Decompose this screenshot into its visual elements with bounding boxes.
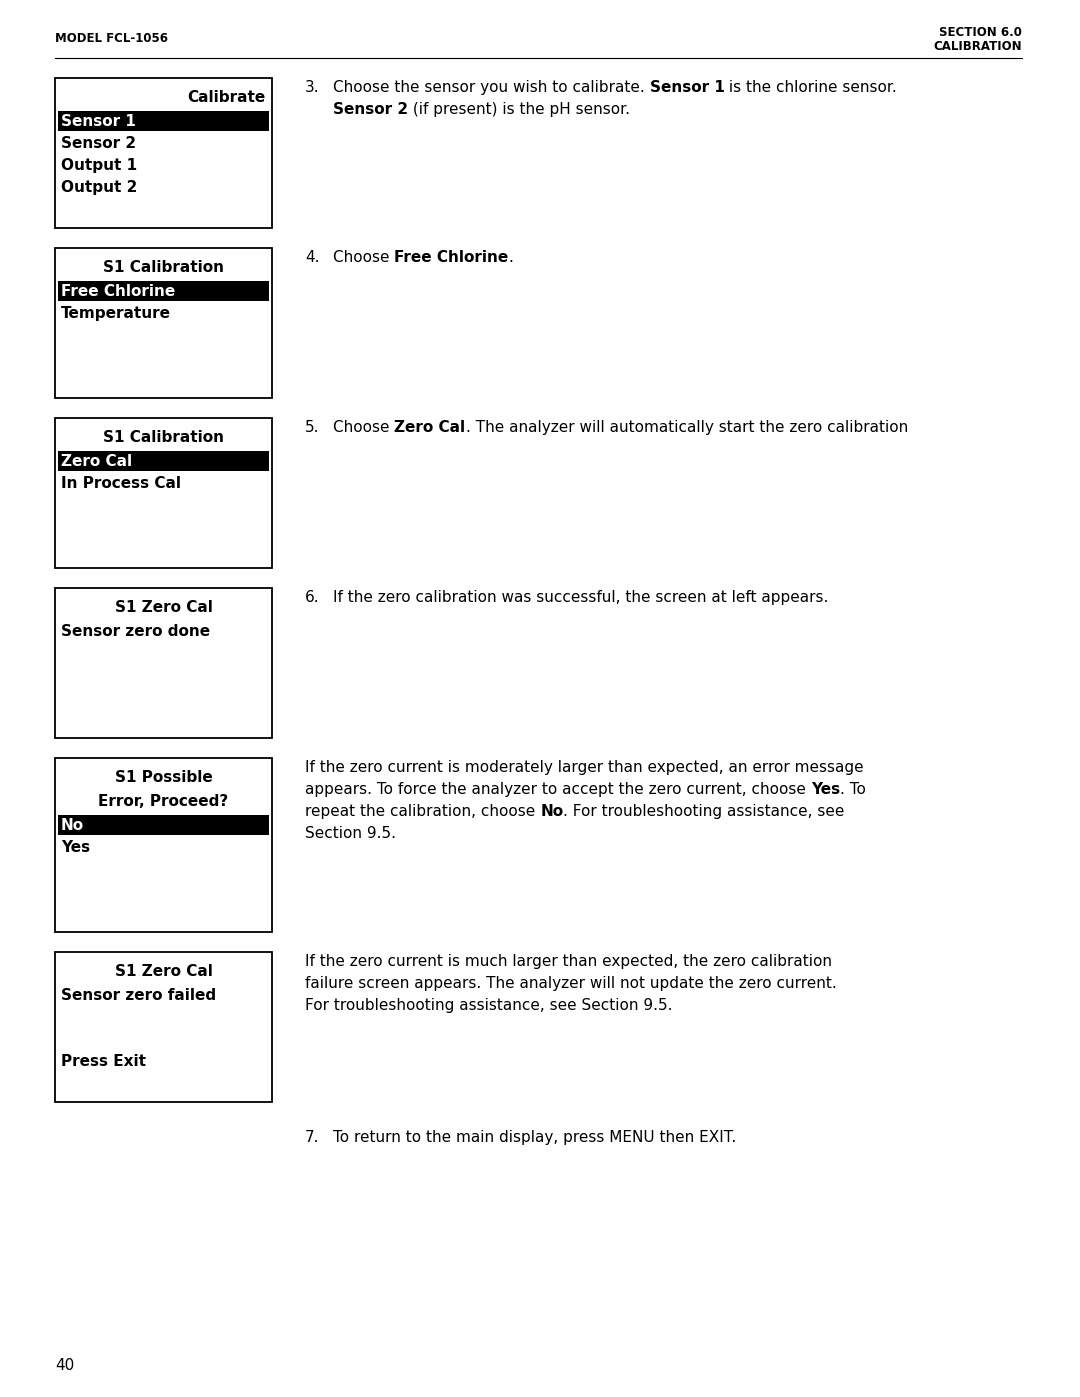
Text: S1 Zero Cal: S1 Zero Cal <box>114 601 213 616</box>
Text: Choose: Choose <box>333 250 394 265</box>
Text: Output 2: Output 2 <box>60 180 137 196</box>
Text: 3.: 3. <box>305 80 320 95</box>
Bar <box>55 759 272 932</box>
Text: Sensor zero done: Sensor zero done <box>60 624 211 638</box>
Text: Sensor 2: Sensor 2 <box>60 136 136 151</box>
Text: CALIBRATION: CALIBRATION <box>933 39 1022 53</box>
Bar <box>55 588 272 738</box>
Text: Section 9.5.: Section 9.5. <box>305 826 396 841</box>
Text: S1 Zero Cal: S1 Zero Cal <box>114 964 213 979</box>
Text: Calibrate: Calibrate <box>188 91 266 106</box>
Text: Sensor 2: Sensor 2 <box>333 102 408 117</box>
Text: MODEL FCL-1056: MODEL FCL-1056 <box>55 32 168 45</box>
Text: 4.: 4. <box>305 250 320 265</box>
Text: 6.: 6. <box>305 590 320 605</box>
Text: For troubleshooting assistance, see Section 9.5.: For troubleshooting assistance, see Sect… <box>305 997 673 1013</box>
Text: Output 1: Output 1 <box>60 158 137 173</box>
Text: . For troubleshooting assistance, see: . For troubleshooting assistance, see <box>564 805 845 819</box>
Text: Zero Cal: Zero Cal <box>394 420 465 434</box>
Bar <box>58 451 269 471</box>
Text: 40: 40 <box>55 1358 75 1373</box>
Text: Yes: Yes <box>811 782 840 798</box>
Text: S1 Possible: S1 Possible <box>114 771 213 785</box>
Bar <box>58 814 269 835</box>
Text: SECTION 6.0: SECTION 6.0 <box>940 25 1022 39</box>
Text: Sensor 1: Sensor 1 <box>60 115 136 129</box>
Text: .: . <box>509 250 513 265</box>
Text: If the zero current is moderately larger than expected, an error message: If the zero current is moderately larger… <box>305 760 864 775</box>
Bar <box>55 78 272 228</box>
Text: Sensor 1: Sensor 1 <box>650 80 725 95</box>
Text: 7.: 7. <box>305 1130 320 1146</box>
Text: Choose: Choose <box>333 420 394 434</box>
Text: Error, Proceed?: Error, Proceed? <box>98 795 229 809</box>
Text: Zero Cal: Zero Cal <box>60 454 132 469</box>
Bar <box>58 110 269 131</box>
Text: If the zero calibration was successful, the screen at left appears.: If the zero calibration was successful, … <box>333 590 828 605</box>
Text: Temperature: Temperature <box>60 306 171 321</box>
Text: If the zero current is much larger than expected, the zero calibration: If the zero current is much larger than … <box>305 954 832 970</box>
Text: . The analyzer will automatically start the zero calibration: . The analyzer will automatically start … <box>465 420 908 434</box>
Text: is the chlorine sensor.: is the chlorine sensor. <box>725 80 897 95</box>
Text: Sensor zero failed: Sensor zero failed <box>60 988 216 1003</box>
Text: No: No <box>60 819 84 833</box>
Text: Free Chlorine: Free Chlorine <box>60 284 175 299</box>
Bar <box>55 951 272 1102</box>
Bar <box>55 418 272 569</box>
Text: In Process Cal: In Process Cal <box>60 476 181 490</box>
Bar <box>55 249 272 398</box>
Text: Yes: Yes <box>60 840 90 855</box>
Bar <box>58 281 269 300</box>
Text: failure screen appears. The analyzer will not update the zero current.: failure screen appears. The analyzer wil… <box>305 977 837 990</box>
Text: (if present) is the pH sensor.: (if present) is the pH sensor. <box>408 102 630 117</box>
Text: Free Chlorine: Free Chlorine <box>394 250 509 265</box>
Text: appears. To force the analyzer to accept the zero current, choose: appears. To force the analyzer to accept… <box>305 782 811 798</box>
Text: repeat the calibration, choose: repeat the calibration, choose <box>305 805 540 819</box>
Text: To return to the main display, press MENU then EXIT.: To return to the main display, press MEN… <box>333 1130 737 1146</box>
Text: No: No <box>540 805 564 819</box>
Text: 5.: 5. <box>305 420 320 434</box>
Text: S1 Calibration: S1 Calibration <box>103 430 224 446</box>
Text: Press Exit: Press Exit <box>60 1053 146 1069</box>
Text: Choose the sensor you wish to calibrate.: Choose the sensor you wish to calibrate. <box>333 80 650 95</box>
Text: . To: . To <box>840 782 866 798</box>
Text: S1 Calibration: S1 Calibration <box>103 260 224 275</box>
